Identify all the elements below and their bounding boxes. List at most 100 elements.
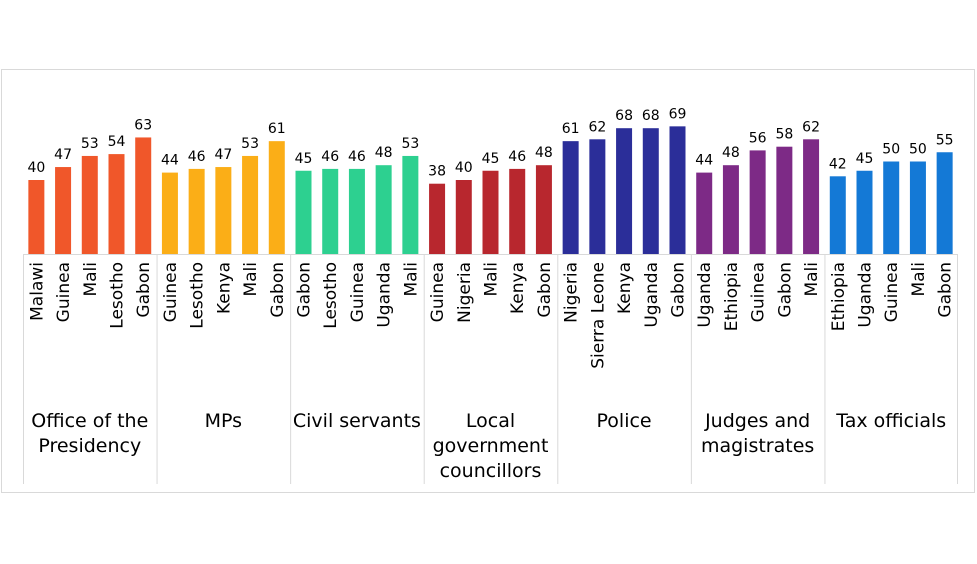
bar bbox=[883, 161, 900, 254]
bar bbox=[589, 139, 606, 254]
data-label: 53 bbox=[81, 136, 99, 152]
category-tick-label: Kenya bbox=[214, 262, 234, 314]
category-tick-label: Mali bbox=[802, 262, 822, 297]
data-label: 42 bbox=[829, 156, 847, 172]
bar bbox=[375, 165, 392, 254]
bar bbox=[909, 161, 926, 254]
bar bbox=[829, 176, 846, 254]
data-label: 53 bbox=[401, 136, 419, 152]
data-label: 63 bbox=[134, 117, 152, 133]
data-label: 47 bbox=[54, 147, 72, 163]
bar bbox=[402, 155, 419, 254]
data-label: 45 bbox=[482, 151, 500, 167]
data-label: 61 bbox=[562, 121, 580, 137]
bar bbox=[322, 168, 339, 254]
data-label: 44 bbox=[695, 153, 713, 169]
category-tick-label: Lesotho bbox=[188, 262, 208, 329]
data-label: 38 bbox=[428, 164, 446, 180]
data-label: 46 bbox=[508, 149, 526, 165]
category-tick-label: Lesotho bbox=[108, 262, 128, 329]
data-label: 46 bbox=[321, 149, 339, 165]
group-label: councillors bbox=[440, 460, 542, 482]
bar bbox=[856, 170, 873, 254]
bar bbox=[535, 165, 552, 254]
bar bbox=[429, 183, 446, 254]
group-label: Local bbox=[466, 410, 515, 432]
data-label: 48 bbox=[535, 145, 553, 161]
group-label: government bbox=[433, 435, 549, 457]
bar bbox=[161, 172, 178, 254]
group-label: MPs bbox=[205, 410, 242, 432]
bar bbox=[55, 167, 72, 254]
bar bbox=[749, 150, 766, 254]
data-label: 46 bbox=[188, 149, 206, 165]
group-label: Police bbox=[597, 410, 652, 432]
category-tick-label: Ethiopia bbox=[722, 262, 742, 331]
bar bbox=[669, 126, 686, 254]
data-label: 61 bbox=[268, 121, 286, 137]
bar bbox=[482, 170, 499, 254]
category-tick-label: Gabon bbox=[669, 262, 689, 318]
data-label: 48 bbox=[375, 145, 393, 161]
data-label: 62 bbox=[588, 119, 606, 135]
category-tick-label: Gabon bbox=[295, 262, 315, 318]
category-tick-label: Uganda bbox=[695, 262, 715, 328]
bar bbox=[215, 167, 232, 254]
data-label: 56 bbox=[749, 130, 767, 146]
data-label: 50 bbox=[882, 142, 900, 158]
group-label: Judges and bbox=[704, 410, 810, 432]
data-label: 62 bbox=[802, 119, 820, 135]
data-label: 69 bbox=[669, 106, 687, 122]
category-tick-label: Uganda bbox=[375, 262, 395, 328]
category-tick-label: Guinea bbox=[161, 262, 181, 322]
category-tick-label: Mali bbox=[482, 262, 502, 297]
bar bbox=[616, 128, 633, 254]
data-label: 53 bbox=[241, 136, 259, 152]
data-label: 68 bbox=[642, 108, 660, 124]
data-label: 58 bbox=[775, 127, 793, 143]
bar bbox=[562, 141, 579, 254]
data-label: 46 bbox=[348, 149, 366, 165]
bar bbox=[642, 128, 659, 254]
bar bbox=[108, 154, 125, 254]
bar bbox=[803, 139, 820, 254]
bar bbox=[268, 141, 285, 254]
group-label: Office of the bbox=[31, 410, 148, 432]
bar bbox=[776, 146, 793, 254]
chart-frame bbox=[1, 69, 975, 493]
category-tick-label: Malawi bbox=[27, 262, 47, 321]
bar bbox=[348, 168, 365, 254]
group-label: Civil servants bbox=[293, 410, 421, 432]
category-tick-label: Uganda bbox=[856, 262, 876, 328]
data-label: 40 bbox=[27, 160, 45, 176]
data-label: 45 bbox=[856, 151, 874, 167]
bar bbox=[722, 165, 739, 254]
data-label: 48 bbox=[722, 145, 740, 161]
bar bbox=[188, 168, 205, 254]
bar bbox=[509, 168, 526, 254]
data-label: 45 bbox=[295, 151, 313, 167]
category-tick-label: Sierra Leone bbox=[588, 262, 608, 369]
group-label: Tax officials bbox=[835, 410, 946, 432]
bar bbox=[295, 170, 312, 254]
category-tick-label: Gabon bbox=[936, 262, 956, 318]
data-label: 44 bbox=[161, 153, 179, 169]
category-tick-label: Guinea bbox=[54, 262, 74, 322]
category-tick-label: Guinea bbox=[882, 262, 902, 322]
category-tick-label: Guinea bbox=[749, 262, 769, 322]
bar bbox=[81, 155, 98, 254]
data-label: 55 bbox=[936, 132, 954, 148]
bar bbox=[936, 152, 953, 254]
category-tick-label: Gabon bbox=[535, 262, 555, 318]
data-label: 50 bbox=[909, 142, 927, 158]
category-tick-label: Nigeria bbox=[455, 262, 475, 323]
bar bbox=[135, 137, 152, 254]
data-label: 47 bbox=[214, 147, 232, 163]
bar bbox=[455, 180, 472, 254]
category-tick-label: Nigeria bbox=[562, 262, 582, 323]
category-tick-label: Uganda bbox=[642, 262, 662, 328]
category-tick-label: Lesotho bbox=[321, 262, 341, 329]
category-tick-label: Mali bbox=[241, 262, 261, 297]
bar bbox=[28, 180, 45, 254]
